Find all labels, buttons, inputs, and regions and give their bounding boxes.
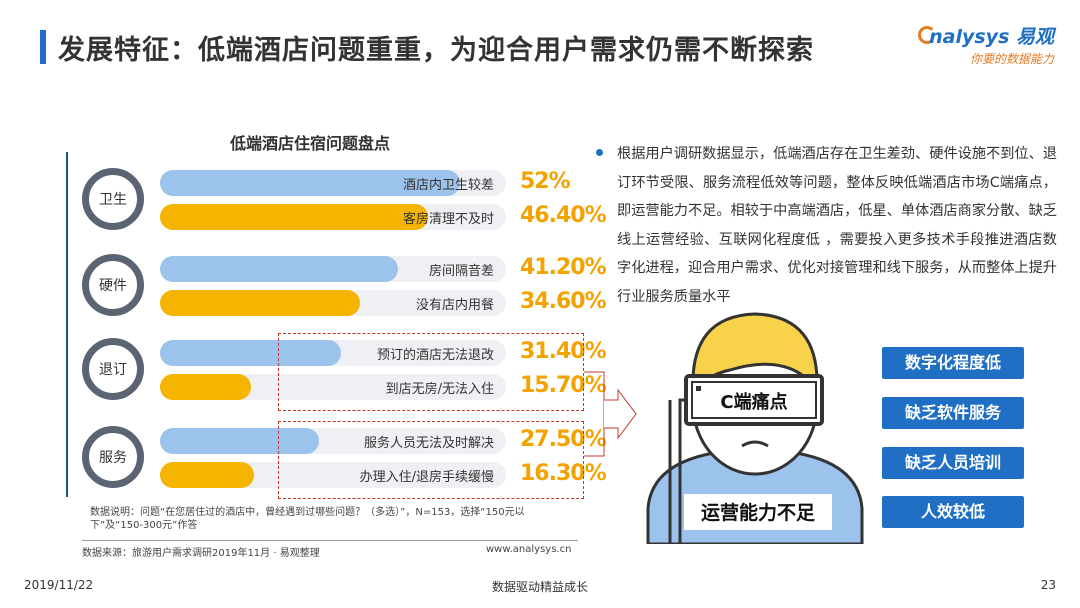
data-label: 31.40%	[520, 339, 607, 364]
source-url: www.analysys.cn	[486, 544, 572, 555]
chart-title: 低端酒店住宿问题盘点	[229, 134, 390, 153]
bar-label: 到店无房/无法入住	[385, 382, 494, 397]
bar-label: 房间隔音差	[428, 264, 494, 279]
bar-label: 酒店内卫生较差	[402, 178, 494, 193]
logo-arc-icon	[918, 26, 936, 44]
category-circle: 硬件	[82, 254, 144, 316]
data-label: 27.50%	[520, 427, 607, 452]
logo-sub-text: 你要的数据能力	[969, 52, 1054, 66]
data-label: 41.20%	[520, 255, 607, 280]
bar-track: 房间隔音差	[160, 256, 506, 282]
bullet-icon	[596, 149, 603, 156]
page-title: 发展特征：低端酒店问题重重，为迎合用户需求仍需不断探索	[58, 35, 814, 66]
bar-track: 到店无房/无法入住	[160, 374, 506, 400]
bar-track: 预订的酒店无法退改	[160, 340, 506, 366]
highlight-box-tuiding	[278, 333, 584, 411]
shirt-label: 运营能力不足	[701, 501, 816, 524]
title-accent-bar	[40, 30, 46, 64]
tag-efficiency: 人效较低	[882, 496, 1024, 528]
headset-label: C端痛点	[720, 391, 787, 413]
bar-track: 服务人员无法及时解决	[160, 428, 506, 454]
bar	[160, 170, 460, 196]
bar-track: 酒店内卫生较差	[160, 170, 506, 196]
chart-axis-line	[66, 152, 68, 497]
bar-track: 没有店内用餐	[160, 290, 506, 316]
logo-main-text: nalysys 易观	[929, 26, 1054, 48]
data-label: 16.30%	[520, 461, 607, 486]
tag-digitalization: 数字化程度低	[882, 347, 1024, 379]
bar	[160, 290, 360, 316]
data-note: 数据说明：问题“在您居住过的酒店中，曾经遇到过哪些问题？（多选）”，N=153，…	[90, 507, 525, 531]
category-circle: 退订	[82, 338, 144, 400]
bar-track: 办理入住/退房手续缓慢	[160, 462, 506, 488]
data-label: 34.60%	[520, 289, 607, 314]
bar-label: 客房清理不及时	[402, 212, 494, 227]
bar-label: 预订的酒店无法退改	[376, 348, 494, 363]
source-divider	[82, 540, 578, 541]
data-label: 46.40%	[520, 203, 607, 228]
arrow-connector	[584, 371, 637, 457]
bar-track: 客房清理不及时	[160, 204, 506, 230]
category-circle: 服务	[82, 426, 144, 488]
bar	[160, 428, 319, 454]
bar	[160, 256, 398, 282]
bar	[160, 204, 428, 230]
footer-date: 2019/11/22	[24, 578, 94, 592]
footer-slogan: 数据驱动精益成长	[491, 580, 588, 594]
highlight-box-fuwu	[278, 421, 584, 499]
data-label: 15.70%	[520, 373, 607, 398]
user-illustration: C端痛点 运营能力不足	[646, 312, 864, 544]
bar	[160, 374, 251, 400]
bar-label: 没有店内用餐	[415, 298, 494, 313]
bar-label: 服务人员无法及时解决	[363, 436, 494, 451]
category-circle: 卫生	[82, 168, 144, 230]
analysys-logo: nalysys 易观 你要的数据能力	[914, 22, 1054, 70]
bar	[160, 340, 342, 366]
page-number: 23	[1040, 578, 1056, 592]
data-label: 52%	[520, 169, 571, 194]
data-source: 数据来源：旅游用户需求调研2019年11月 · 易观整理	[82, 548, 320, 559]
bar-label: 办理入住/退房手续缓慢	[359, 470, 494, 485]
tag-software-service: 缺乏软件服务	[882, 397, 1024, 429]
bar	[160, 462, 254, 488]
tag-staff-training: 缺乏人员培训	[882, 447, 1024, 479]
analysis-paragraph: 根据用户调研数据显示，低端酒店存在卫生差劲、硬件设施不到位、退订环节受限、服务流…	[617, 146, 1057, 305]
